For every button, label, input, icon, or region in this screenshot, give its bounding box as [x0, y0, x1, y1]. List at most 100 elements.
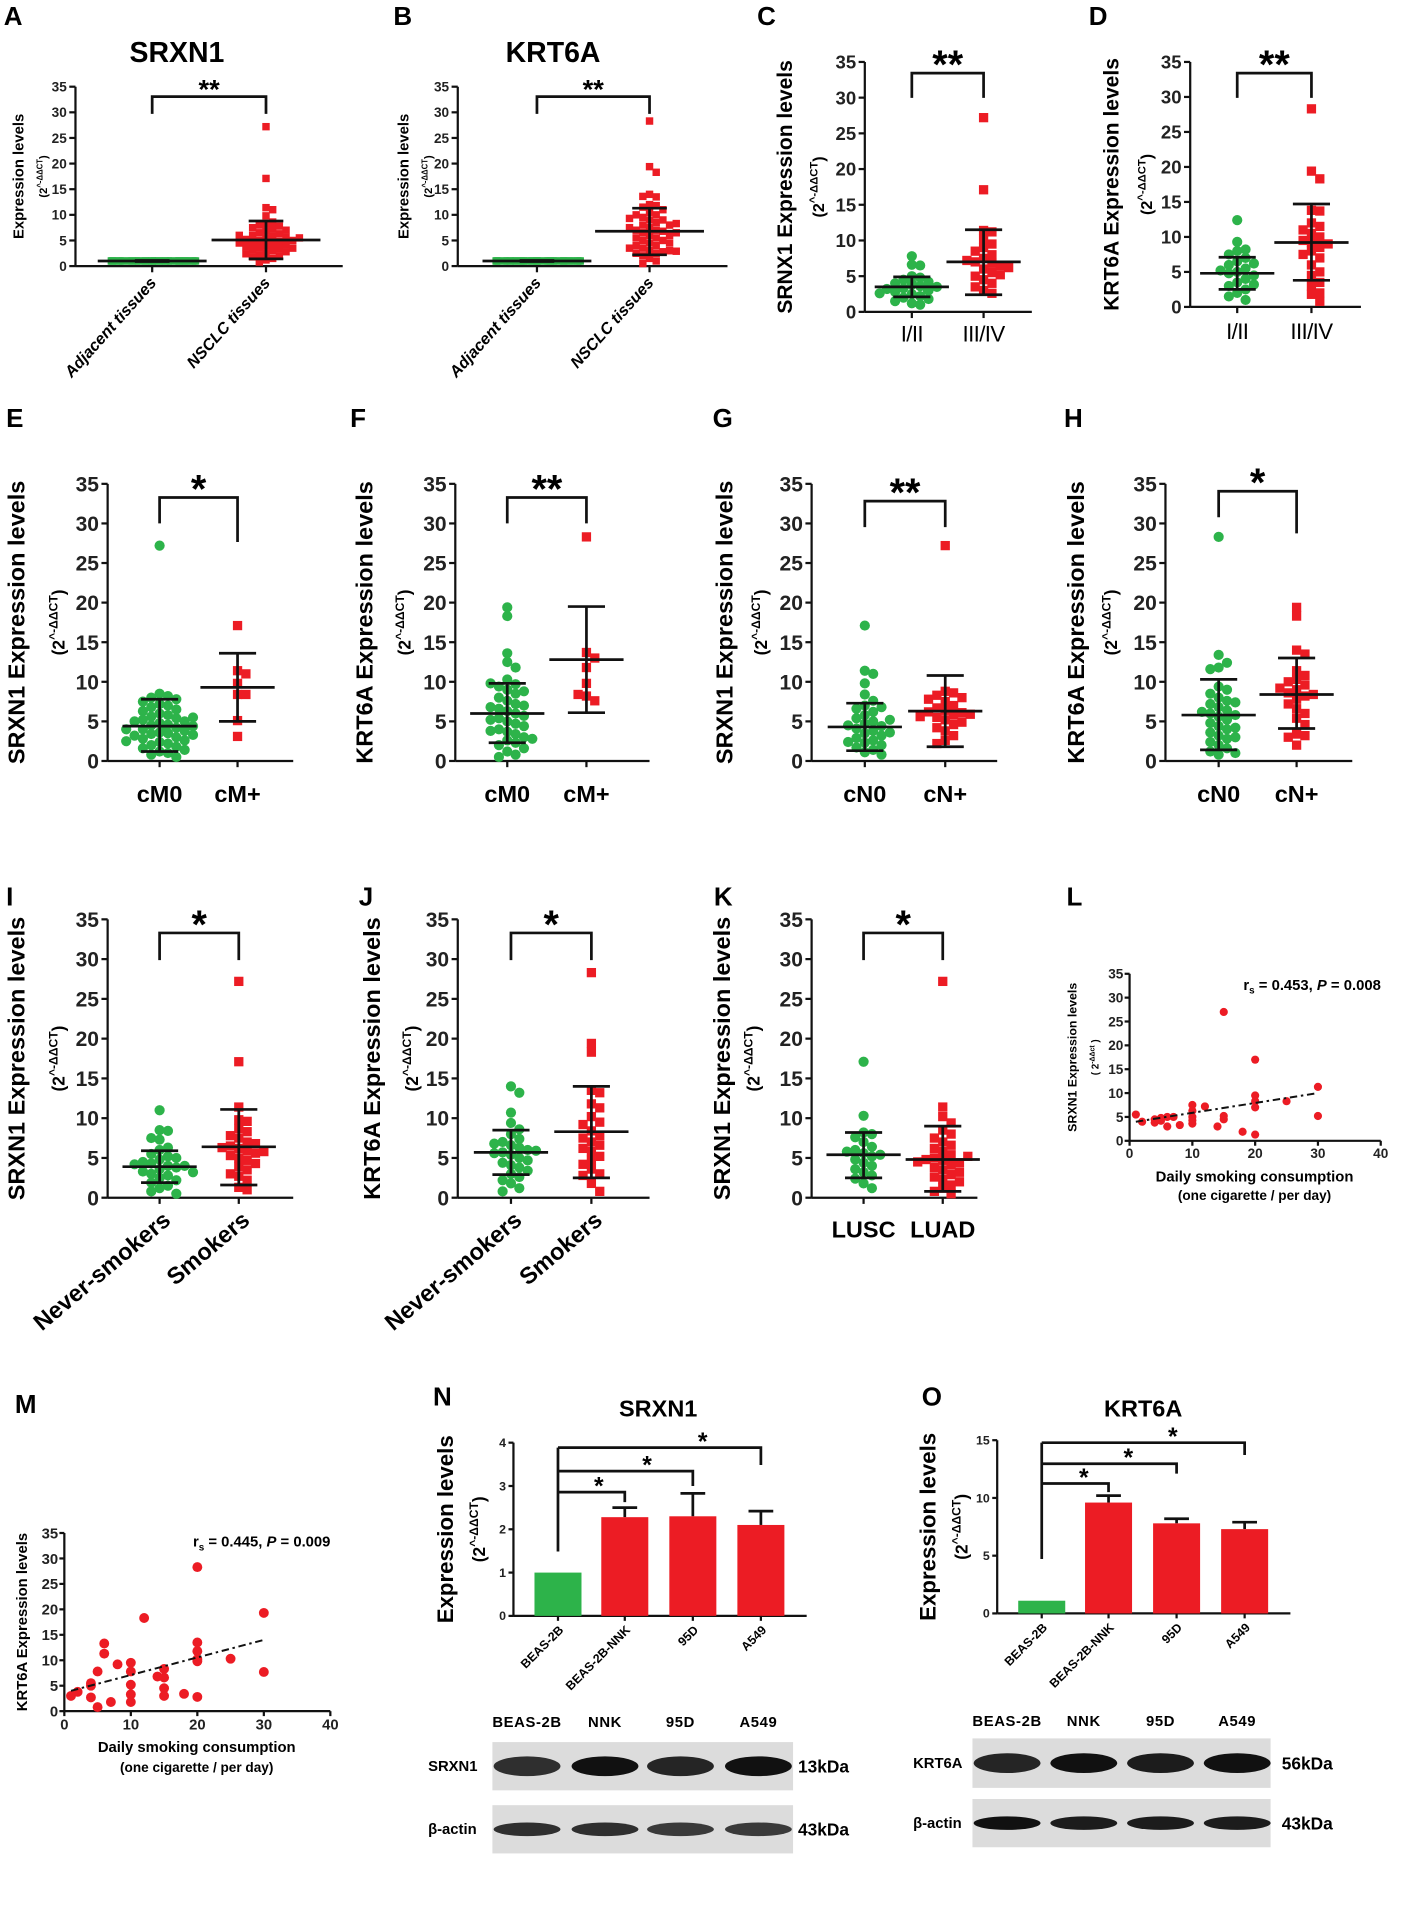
- y-tick-label: 0: [846, 302, 856, 323]
- y-tick-label: 10: [42, 1654, 59, 1670]
- panel-h: H 0 5 10 15 20 25 30 35 KRT6A Expression levels (2…: [1063, 403, 1353, 807]
- data-point: [595, 1169, 605, 1179]
- trend-line: [1135, 1092, 1319, 1123]
- y-tick-label: 35: [42, 1526, 59, 1542]
- unit-open: (2: [810, 203, 828, 217]
- data-point: [85, 1692, 96, 1703]
- data-point: [250, 1148, 261, 1158]
- data-point: [1291, 645, 1302, 655]
- data-point: [913, 1157, 923, 1167]
- data-point: [179, 1688, 189, 1699]
- data-point: [578, 1159, 588, 1169]
- x-tick-label: 20: [1248, 1146, 1263, 1161]
- x-category-label: cM0: [137, 781, 183, 807]
- data-point: [965, 709, 975, 719]
- data-point: [154, 688, 165, 699]
- y-tick-label: 0: [437, 1187, 449, 1210]
- data-point: [255, 221, 264, 229]
- data-point: [225, 1131, 236, 1141]
- data-point: [259, 1146, 269, 1157]
- x-category-label: BEAS-2B-NNK: [563, 1623, 633, 1693]
- data-point: [987, 250, 997, 260]
- y-tick-label: 20: [76, 1028, 99, 1051]
- data-point: [518, 700, 530, 711]
- data-point: [1219, 1115, 1228, 1124]
- y-tick-label: 25: [426, 988, 450, 1011]
- y-tick-label: 5: [59, 233, 67, 248]
- y-tick-label: 5: [791, 711, 803, 734]
- y-tick-label: 5: [983, 1549, 990, 1563]
- data-point: [595, 1151, 605, 1161]
- y-tick-label: 5: [87, 711, 99, 734]
- unit-superscript: ^-ΔΔCT: [950, 1499, 964, 1544]
- blot-lane-label: 95D: [1146, 1714, 1175, 1730]
- bar-1: [1085, 1502, 1133, 1614]
- data-point: [162, 700, 174, 711]
- data-point: [948, 731, 959, 741]
- data-point: [502, 648, 513, 659]
- data-point: [586, 1047, 597, 1057]
- y-tick-label: 30: [1161, 87, 1182, 108]
- unit-close: ): [38, 155, 50, 159]
- blot-lane-label: 95D: [666, 1715, 695, 1731]
- data-point: [929, 1143, 940, 1154]
- comparison-bracket: [557, 1469, 695, 1486]
- significance-star: *: [594, 1474, 604, 1501]
- blot-band: [493, 1822, 561, 1837]
- panel-letter: L: [1066, 882, 1082, 912]
- significance-bracket: [535, 95, 651, 114]
- significance-stars: *: [191, 467, 207, 511]
- data-point: [884, 727, 895, 738]
- data-point: [146, 1186, 157, 1197]
- y-tick-label: 25: [423, 553, 447, 576]
- data-point: [125, 1679, 136, 1690]
- x-category-label: Adjacent tissues: [61, 274, 161, 382]
- data-point: [1298, 249, 1308, 260]
- data-point: [1300, 708, 1310, 719]
- significance-bracket: [158, 931, 241, 961]
- x-tick-label: 30: [1310, 1146, 1325, 1161]
- data-point: [866, 1183, 878, 1194]
- data-point: [639, 192, 647, 201]
- y-tick-label: 20: [76, 592, 99, 615]
- blot-band: [1050, 1753, 1118, 1774]
- data-point: [139, 1613, 150, 1623]
- data-point: [652, 218, 660, 227]
- unit-close: ): [395, 589, 415, 595]
- unit-open: (2: [38, 188, 50, 198]
- significance-star: *: [1124, 1445, 1134, 1472]
- y-tick-label: 5: [1145, 711, 1157, 734]
- data-point: [957, 692, 967, 703]
- group-1: [211, 122, 321, 266]
- x-category-label: cN+: [1275, 781, 1319, 807]
- x-category-label: NSCLC tissues: [567, 274, 658, 372]
- data-point: [1291, 729, 1302, 739]
- group-0: [470, 602, 545, 763]
- data-point: [225, 1169, 236, 1179]
- data-point: [262, 203, 270, 212]
- data-point: [1315, 296, 1325, 306]
- significance-star: *: [642, 1453, 652, 1480]
- data-point: [162, 1170, 174, 1181]
- data-point: [970, 282, 980, 292]
- x-category-label: III/IV: [1290, 319, 1333, 344]
- significance-star: *: [1168, 1424, 1178, 1451]
- blot-lane-label: BEAS-2B: [492, 1715, 561, 1731]
- comparison-bracket: [1041, 1462, 1178, 1474]
- group-0: [1200, 215, 1275, 306]
- x-category-label: BEAS-2B-NNK: [1047, 1620, 1117, 1690]
- comparison-bracket: [1041, 1482, 1110, 1493]
- data-point: [929, 1153, 940, 1163]
- y-tick-label: 10: [423, 671, 446, 694]
- data-point: [1315, 267, 1325, 277]
- stat-r: r: [193, 1535, 199, 1551]
- y-tick-label: 15: [1161, 192, 1182, 213]
- data-point: [502, 746, 513, 757]
- data-point: [1283, 699, 1293, 709]
- data-point: [573, 689, 583, 700]
- data-point: [242, 1137, 252, 1147]
- data-point: [232, 731, 243, 742]
- data-point: [242, 1165, 252, 1175]
- data-point: [859, 665, 870, 676]
- y-tick-label: 15: [52, 182, 68, 197]
